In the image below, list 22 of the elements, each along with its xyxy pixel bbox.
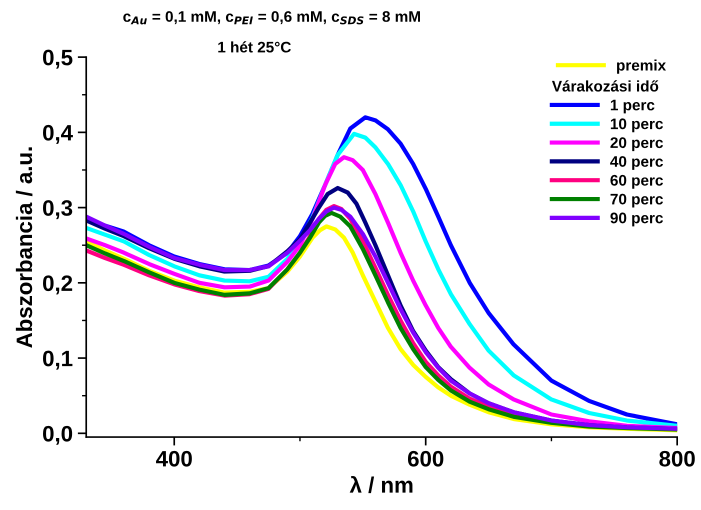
y-tick-label: 0,0 xyxy=(43,426,72,445)
y-tick-label: 0,5 xyxy=(43,50,72,69)
chart-title: c$_{Au}$ = 0,1 mM, c$_{PEI}$ = 0,6 mM, c$_{SDS}$ = 8 mM xyxy=(123,11,420,24)
legend-label: 1 perc xyxy=(610,100,654,114)
y-axis-title: Abszorbancia / a.u. xyxy=(16,147,32,348)
text: 1 hét 25°C xyxy=(218,41,291,53)
legend-label: 90 perc xyxy=(610,212,663,226)
x-tick-label: 600 xyxy=(408,450,444,467)
x-tick-label: 800 xyxy=(659,450,695,467)
y-tick-label: 0,2 xyxy=(43,275,72,294)
y-tick-label: 0,1 xyxy=(43,350,72,370)
legend-title: Várakozási idő xyxy=(552,80,658,92)
legend-label: 10 perc xyxy=(610,118,663,132)
legend-label: 40 perc xyxy=(610,156,663,170)
y-tick-label: 0,3 xyxy=(43,200,72,220)
legend-label: premix xyxy=(617,59,666,74)
legend-label: 60 perc xyxy=(610,174,663,189)
y-tick-label: 0,4 xyxy=(43,124,73,144)
x-axis-title: λ / nm xyxy=(350,476,412,494)
legend-label: 20 perc xyxy=(610,137,663,152)
x-tick-label: 400 xyxy=(156,450,192,467)
legend-label: 70 perc xyxy=(610,194,663,208)
